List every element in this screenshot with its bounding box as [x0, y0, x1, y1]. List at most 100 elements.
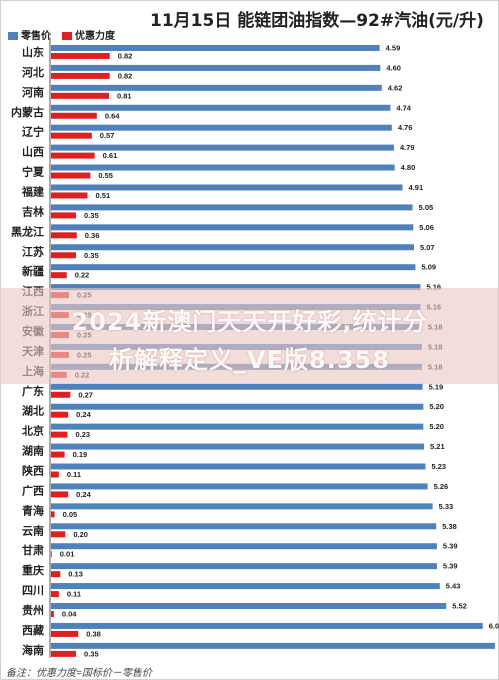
retail-value-label: 5.16	[426, 283, 441, 292]
retail-bar	[51, 84, 382, 91]
discount-bar	[51, 72, 110, 79]
retail-bar	[51, 543, 437, 550]
retail-bar	[51, 583, 440, 590]
retail-bar	[51, 383, 423, 390]
category-label: 辽宁	[22, 125, 44, 139]
retail-bar	[51, 443, 425, 450]
category-label: 黑龙江	[11, 224, 44, 238]
category-label: 四川	[22, 584, 44, 597]
discount-value-label: 0.38	[86, 629, 101, 638]
discount-value-label: 0.05	[63, 510, 78, 519]
retail-bar	[51, 463, 426, 470]
discount-bar	[51, 92, 109, 99]
legend-discount-swatch	[62, 32, 72, 41]
discount-value-label: 0.20	[73, 530, 88, 539]
discount-value-label: 0.82	[118, 51, 133, 60]
category-label: 湖南	[22, 444, 44, 458]
discount-value-label: 0.57	[100, 131, 115, 140]
retail-bar	[51, 124, 392, 131]
category-label: 贵州	[22, 603, 44, 617]
retail-value-label: 5.39	[443, 542, 458, 551]
category-label: 河南	[22, 85, 44, 99]
retail-bar	[51, 403, 424, 410]
discount-value-label: 0.36	[85, 231, 100, 240]
retail-value-label: 4.62	[388, 83, 403, 92]
legend-retail-label: 零售价	[21, 31, 51, 42]
category-label: 广东	[22, 384, 44, 398]
retail-value-label: 4.74	[396, 103, 411, 112]
category-label: 陕西	[22, 463, 44, 477]
discount-bar	[51, 531, 66, 538]
retail-value-label: 4.59	[386, 43, 401, 52]
category-label: 江苏	[22, 244, 44, 258]
discount-bar	[51, 571, 61, 578]
retail-value-label: 4.80	[401, 163, 416, 172]
discount-bar	[51, 132, 92, 139]
discount-bar	[51, 451, 65, 458]
discount-bar	[51, 591, 59, 598]
category-label: 河北	[22, 65, 44, 79]
discount-value-label: 0.81	[117, 91, 132, 100]
discount-value-label: 0.23	[75, 430, 90, 439]
retail-bar	[51, 184, 403, 191]
discount-value-label: 0.13	[68, 570, 83, 579]
retail-bar	[51, 224, 414, 231]
discount-bar	[51, 611, 54, 618]
category-label: 宁夏	[22, 165, 45, 179]
legend-discount-label: 优惠力度	[75, 31, 115, 42]
discount-bar	[51, 232, 77, 239]
retail-bar	[51, 503, 433, 510]
retail-bar	[51, 523, 437, 530]
retail-value-label: 5.33	[439, 502, 454, 511]
category-label: 广西	[22, 483, 44, 497]
discount-value-label: 0.82	[118, 71, 133, 80]
retail-bar	[51, 144, 394, 151]
discount-value-label: 0.51	[96, 191, 111, 200]
retail-value-label: 5.20	[429, 402, 444, 411]
discount-bar	[51, 272, 67, 279]
discount-bar	[51, 112, 97, 119]
discount-value-label: 0.64	[105, 111, 120, 120]
discount-value-label: 0.55	[98, 171, 113, 180]
discount-bar	[51, 212, 77, 219]
retail-value-label: 5.39	[443, 562, 458, 571]
category-label: 山东	[22, 45, 44, 59]
retail-bar	[51, 603, 447, 610]
discount-value-label: 0.22	[75, 271, 90, 280]
retail-bar	[51, 44, 380, 51]
category-label: 北京	[22, 424, 44, 438]
discount-value-label: 0.11	[67, 590, 81, 599]
retail-value-label: 6.03	[489, 621, 499, 630]
category-label: 山西	[22, 145, 44, 159]
discount-bar	[51, 650, 77, 657]
category-label: 甘肃	[22, 543, 44, 557]
retail-value-label: 5.21	[430, 442, 445, 451]
discount-bar	[51, 252, 77, 259]
category-label: 重庆	[22, 563, 44, 577]
retail-value-label: 4.79	[400, 143, 415, 152]
retail-value-label: 4.60	[386, 63, 401, 72]
category-label: 云南	[22, 523, 44, 537]
retail-bar	[51, 284, 421, 291]
discount-value-label: 0.24	[76, 490, 91, 499]
retail-bar	[51, 423, 424, 430]
footnote: 备注：优惠力度=国标价－零售价	[6, 668, 152, 679]
discount-bar	[51, 471, 59, 478]
category-label: 青海	[22, 503, 44, 517]
watermark-overlay: 2024新澳门天天开好彩,统计分 析解释定义_VE版8.358	[0, 288, 499, 384]
discount-value-label: 0.27	[78, 390, 93, 399]
discount-bar	[51, 391, 71, 398]
legend-retail: 零售价	[8, 27, 51, 42]
discount-value-label: 0.11	[67, 470, 81, 479]
discount-bar	[51, 630, 79, 637]
discount-value-label: 0.61	[103, 151, 118, 160]
discount-value-label: 0.04	[62, 610, 77, 619]
retail-bar	[51, 244, 415, 251]
retail-value-label: 4.76	[398, 123, 413, 132]
category-label: 新疆	[22, 264, 44, 278]
category-label: 西藏	[22, 623, 44, 637]
discount-bar	[51, 152, 95, 159]
retail-value-label: 5.19	[429, 382, 444, 391]
discount-value-label: 0.35	[84, 251, 99, 260]
